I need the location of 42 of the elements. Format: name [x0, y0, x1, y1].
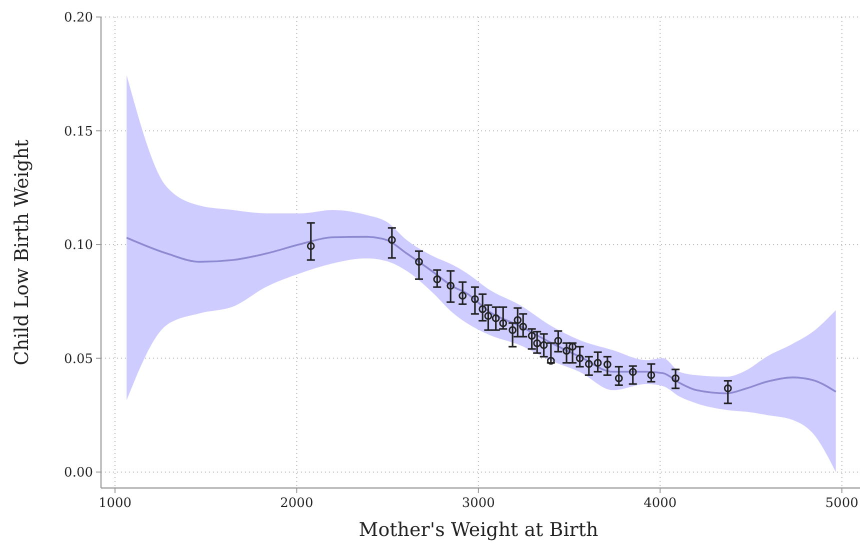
x-axis-title: Mother's Weight at Birth [358, 519, 598, 541]
point [576, 354, 584, 362]
point [562, 346, 570, 355]
point [458, 292, 467, 300]
point [647, 371, 656, 380]
point [484, 312, 492, 320]
point [614, 374, 623, 382]
x-tick-label: 4000 [644, 496, 677, 511]
x-tick-label: 1000 [98, 496, 132, 511]
y-tick-label: 0.20 [64, 10, 93, 26]
point [433, 275, 442, 284]
point [446, 282, 455, 290]
y-tick-label: 0.15 [64, 124, 93, 140]
point [554, 336, 562, 345]
y-tick-label: 0.00 [64, 466, 93, 481]
x-tick-label: 2000 [280, 496, 314, 511]
x-tick-label: 3000 [462, 496, 495, 511]
point [471, 295, 479, 304]
y-tick-label: 0.10 [64, 238, 93, 254]
point [533, 339, 542, 348]
point [594, 358, 602, 367]
point [478, 305, 487, 314]
y-tick-label: 0.05 [64, 352, 93, 367]
x-tick-label: 5000 [825, 496, 858, 511]
point [540, 341, 548, 350]
point [672, 374, 680, 382]
point [628, 368, 637, 376]
point [528, 332, 536, 340]
point [415, 258, 423, 266]
point [546, 356, 555, 365]
point [519, 322, 528, 331]
point [603, 360, 612, 368]
point [388, 236, 396, 244]
point [514, 316, 522, 324]
point [508, 326, 517, 334]
point [724, 384, 732, 392]
point [499, 319, 508, 328]
y-axis-title: Child Low Birth Weight [11, 139, 33, 366]
point [306, 242, 315, 250]
point [584, 360, 593, 368]
point [492, 314, 500, 322]
line-series [126, 236, 837, 394]
